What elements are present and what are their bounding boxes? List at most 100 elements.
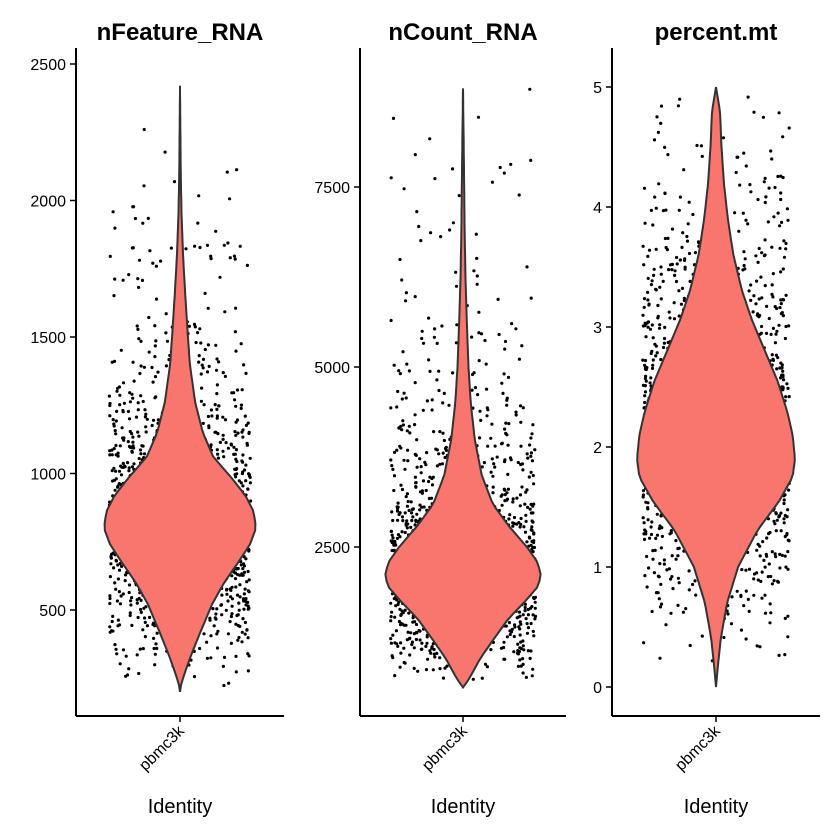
- data-point: [683, 257, 687, 261]
- data-point: [201, 357, 206, 361]
- data-point: [507, 621, 511, 625]
- data-point: [648, 381, 652, 385]
- data-point: [489, 436, 493, 440]
- data-point: [773, 341, 778, 345]
- category-label: pbmc3k: [672, 722, 724, 774]
- data-point: [437, 452, 441, 456]
- data-point: [475, 282, 479, 286]
- data-point: [787, 324, 791, 328]
- data-point: [389, 176, 393, 180]
- data-point: [678, 195, 683, 199]
- data-point: [117, 385, 121, 389]
- data-point: [222, 455, 226, 459]
- data-point: [222, 683, 226, 688]
- data-point: [511, 500, 515, 504]
- data-point: [742, 250, 746, 254]
- data-point: [410, 511, 414, 515]
- data-point: [644, 530, 648, 534]
- data-point: [644, 532, 648, 536]
- data-point: [137, 671, 141, 676]
- data-point: [533, 600, 537, 604]
- data-point: [531, 423, 535, 427]
- data-point: [502, 487, 506, 491]
- data-point: [404, 522, 408, 526]
- data-point: [663, 145, 667, 149]
- data-point: [245, 263, 249, 267]
- data-point: [667, 567, 672, 571]
- data-point: [409, 500, 413, 504]
- data-point: [530, 525, 534, 529]
- data-point: [111, 418, 115, 422]
- data-point: [392, 488, 396, 493]
- data-point: [440, 324, 444, 328]
- data-point: [108, 414, 112, 418]
- data-point: [779, 174, 783, 178]
- data-point: [646, 325, 650, 329]
- data-point: [420, 641, 424, 645]
- data-point: [407, 369, 411, 373]
- data-point: [655, 533, 660, 537]
- data-point: [454, 284, 459, 288]
- data-point: [661, 345, 666, 350]
- data-point: [507, 422, 511, 426]
- data-point: [114, 419, 118, 423]
- data-point: [244, 597, 248, 601]
- data-point: [430, 408, 434, 412]
- data-point: [108, 630, 112, 634]
- data-point: [744, 589, 748, 593]
- data-point: [403, 661, 407, 665]
- data-point: [431, 668, 435, 672]
- data-point: [229, 595, 233, 599]
- data-point: [656, 130, 661, 134]
- data-point: [409, 631, 413, 635]
- data-point: [505, 498, 509, 502]
- data-point: [114, 647, 118, 651]
- data-point: [139, 452, 143, 456]
- data-point: [529, 511, 534, 515]
- data-point: [139, 607, 143, 612]
- data-point: [480, 676, 484, 680]
- data-point: [490, 422, 494, 426]
- data-point: [525, 540, 529, 544]
- data-point: [428, 137, 432, 141]
- y-tick-label: 2500: [314, 540, 350, 557]
- data-point: [491, 485, 495, 489]
- data-point: [778, 566, 782, 570]
- data-point: [228, 620, 232, 624]
- data-point: [781, 175, 785, 180]
- data-point: [393, 541, 397, 546]
- data-point: [226, 446, 230, 450]
- data-point: [401, 519, 405, 523]
- data-point: [503, 347, 507, 351]
- data-point: [654, 287, 658, 291]
- data-point: [143, 415, 147, 419]
- data-point: [395, 405, 399, 409]
- data-point: [401, 423, 405, 427]
- data-point: [396, 533, 401, 537]
- data-point: [476, 393, 480, 397]
- data-point: [770, 283, 774, 287]
- data-point: [518, 525, 522, 529]
- data-point: [655, 115, 659, 119]
- data-point: [517, 610, 522, 614]
- data-point: [523, 609, 527, 613]
- data-point: [196, 221, 200, 225]
- data-point: [521, 644, 525, 648]
- data-point: [406, 630, 410, 634]
- data-point: [786, 567, 790, 571]
- data-point: [786, 538, 790, 542]
- data-point: [780, 553, 784, 558]
- data-point: [759, 275, 763, 279]
- data-point: [660, 534, 665, 539]
- data-point: [414, 622, 419, 627]
- data-point: [505, 403, 509, 407]
- data-point: [135, 601, 139, 605]
- data-point: [140, 278, 145, 282]
- data-point: [772, 519, 776, 523]
- data-point: [662, 336, 667, 341]
- data-point: [144, 412, 148, 416]
- data-point: [206, 414, 210, 419]
- data-point: [429, 651, 433, 655]
